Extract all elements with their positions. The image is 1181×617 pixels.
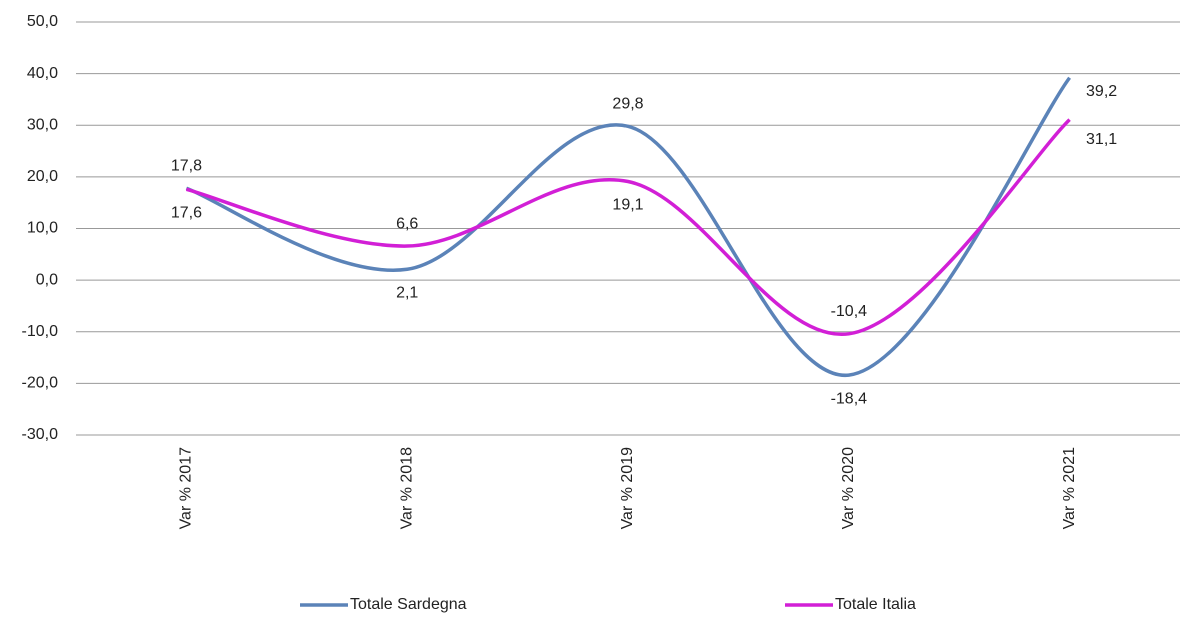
data-label: -18,4	[831, 390, 868, 407]
legend-label: Totale Italia	[835, 596, 916, 613]
series-line	[185, 76, 1072, 377]
data-label: 6,6	[396, 215, 418, 232]
data-label: 39,2	[1086, 83, 1117, 100]
data-label: 31,1	[1086, 131, 1117, 148]
data-label: 17,8	[171, 157, 202, 174]
series-line	[185, 118, 1071, 336]
x-tick-label: Var % 2020	[840, 447, 857, 530]
y-tick-label: 50,0	[27, 13, 58, 30]
data-label: 29,8	[612, 96, 643, 113]
data-label: 17,6	[171, 204, 202, 221]
x-tick-label: Var % 2017	[178, 447, 195, 530]
legend-label: Totale Sardegna	[350, 596, 467, 613]
y-tick-label: 40,0	[27, 65, 58, 82]
y-tick-label: -30,0	[22, 426, 59, 443]
y-tick-label: 30,0	[27, 116, 58, 133]
data-label: 19,1	[612, 197, 643, 214]
x-tick-label: Var % 2021	[1061, 447, 1078, 530]
y-tick-label: -10,0	[22, 323, 59, 340]
x-tick-label: Var % 2018	[398, 447, 415, 530]
x-tick-label: Var % 2019	[619, 447, 636, 530]
y-tick-label: 10,0	[27, 220, 58, 237]
y-tick-label: -20,0	[22, 375, 59, 392]
y-tick-label: 0,0	[36, 271, 58, 288]
data-label: 2,1	[396, 285, 418, 302]
data-label: -10,4	[831, 303, 868, 320]
y-tick-label: 20,0	[27, 168, 58, 185]
